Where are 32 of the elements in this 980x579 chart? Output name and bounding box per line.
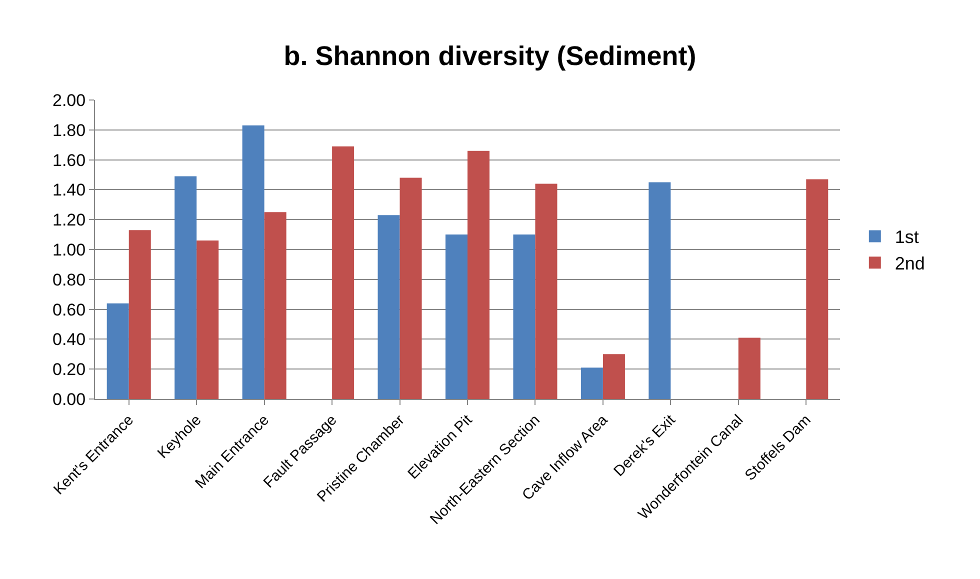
y-tick-label: 1.00	[52, 240, 86, 260]
bar	[513, 234, 536, 399]
bar	[128, 230, 151, 399]
bar	[378, 215, 400, 399]
bar	[174, 176, 197, 399]
bar	[648, 182, 671, 399]
y-tick-label: 0.40	[52, 330, 86, 350]
bar	[196, 240, 219, 399]
chart-title: b. Shannon diversity (Sediment)	[284, 41, 696, 72]
bar	[738, 338, 760, 399]
bar	[468, 150, 490, 399]
bar	[445, 234, 468, 399]
y-tick-label: 0.60	[52, 300, 86, 320]
y-tick-label: 1.80	[52, 120, 86, 140]
y-tick-label: 0.20	[52, 360, 86, 380]
bar	[400, 178, 422, 399]
bar	[535, 184, 558, 399]
y-tick-label: 1.60	[52, 150, 86, 170]
y-tick-label: 1.20	[52, 210, 86, 230]
y-tick-label: 0.00	[52, 390, 86, 409]
y-tick-label: 2.00	[52, 90, 86, 110]
bar	[242, 125, 264, 399]
legend-label: 2nd	[894, 254, 925, 274]
bar	[602, 354, 625, 399]
bar	[806, 179, 828, 399]
y-tick-label: 0.80	[52, 270, 86, 290]
bar	[332, 146, 354, 399]
bar	[580, 368, 603, 399]
bar	[106, 303, 129, 399]
y-tick-label: 1.40	[52, 180, 86, 200]
legend-label: 1st	[894, 227, 919, 248]
bar	[264, 212, 286, 399]
